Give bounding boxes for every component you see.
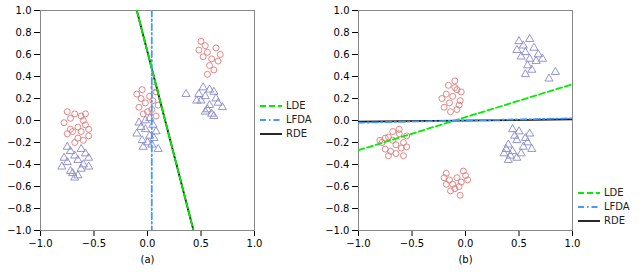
svg-text:−0.8: −0.8 bbox=[325, 203, 349, 214]
svg-text:1.0: 1.0 bbox=[565, 238, 581, 249]
svg-text:1.0: 1.0 bbox=[16, 5, 32, 16]
svg-text:0.6: 0.6 bbox=[334, 49, 350, 60]
svg-text:(a): (a) bbox=[141, 254, 155, 265]
svg-text:0.5: 0.5 bbox=[193, 238, 209, 249]
svg-text:0.2: 0.2 bbox=[334, 93, 350, 104]
html-text:LDE: LDE bbox=[286, 100, 306, 111]
svg-text:0.8: 0.8 bbox=[334, 27, 350, 38]
svg-text:−1.0: −1.0 bbox=[325, 225, 349, 236]
html-text:RDE: RDE bbox=[286, 128, 307, 139]
svg-text:0.0: 0.0 bbox=[334, 115, 350, 126]
html-text:RDE: RDE bbox=[604, 215, 625, 226]
svg-text:(b): (b) bbox=[458, 254, 472, 265]
svg-text:−0.5: −0.5 bbox=[400, 238, 424, 249]
svg-text:0.4: 0.4 bbox=[16, 71, 32, 82]
svg-text:1.0: 1.0 bbox=[247, 238, 263, 249]
svg-text:0.8: 0.8 bbox=[16, 27, 32, 38]
svg-text:0.0: 0.0 bbox=[458, 238, 474, 249]
svg-text:−1.0: −1.0 bbox=[7, 225, 31, 236]
html-text:LDE: LDE bbox=[604, 187, 624, 198]
svg-text:−1.0: −1.0 bbox=[28, 238, 52, 249]
svg-text:−0.8: −0.8 bbox=[7, 203, 31, 214]
svg-text:0.0: 0.0 bbox=[140, 238, 156, 249]
svg-text:0.4: 0.4 bbox=[334, 71, 350, 82]
svg-text:−0.4: −0.4 bbox=[325, 159, 349, 170]
svg-text:−0.6: −0.6 bbox=[7, 181, 31, 192]
html-text:LFDA: LFDA bbox=[604, 201, 630, 212]
svg-text:−0.2: −0.2 bbox=[325, 137, 349, 148]
svg-text:−0.4: −0.4 bbox=[7, 159, 31, 170]
svg-text:0.6: 0.6 bbox=[16, 49, 32, 60]
svg-text:−0.5: −0.5 bbox=[82, 238, 106, 249]
svg-text:0.5: 0.5 bbox=[511, 238, 527, 249]
svg-text:1.0: 1.0 bbox=[334, 5, 350, 16]
svg-text:−0.6: −0.6 bbox=[325, 181, 349, 192]
svg-text:0.2: 0.2 bbox=[16, 93, 32, 104]
html-text:LFDA: LFDA bbox=[286, 114, 312, 125]
svg-text:−0.2: −0.2 bbox=[7, 137, 31, 148]
svg-text:−1.0: −1.0 bbox=[346, 238, 370, 249]
svg-text:0.0: 0.0 bbox=[16, 115, 32, 126]
